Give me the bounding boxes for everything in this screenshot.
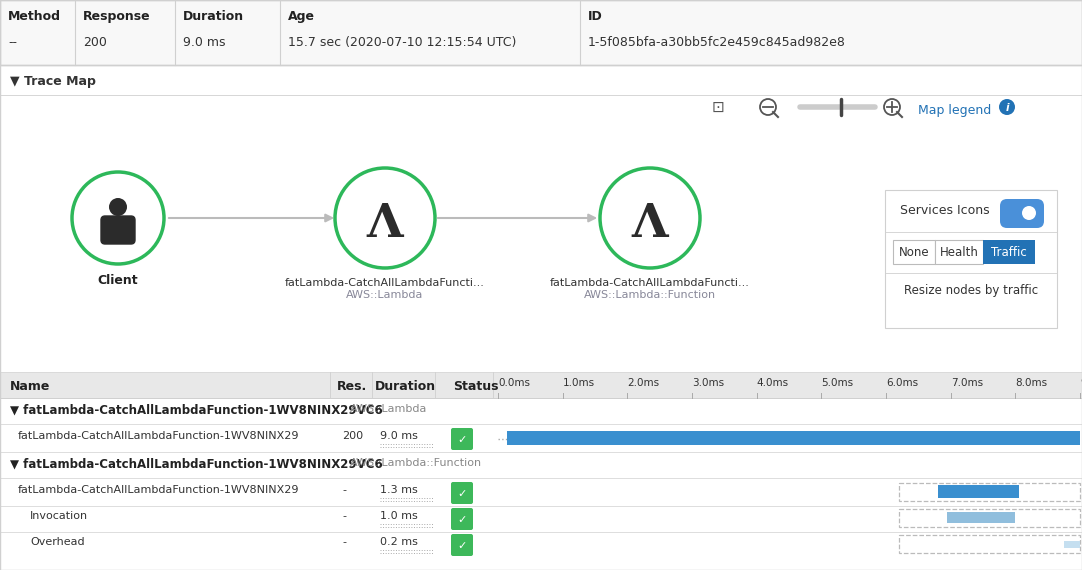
FancyBboxPatch shape bbox=[984, 240, 1035, 264]
Text: ID: ID bbox=[588, 10, 603, 23]
Text: Duration: Duration bbox=[375, 380, 436, 393]
Text: Duration: Duration bbox=[183, 10, 245, 23]
Text: AWS::Lambda::Function: AWS::Lambda::Function bbox=[349, 458, 483, 468]
Text: ▼ fatLambda-CatchAllLambdaFunction-1WV8NINX29VC6: ▼ fatLambda-CatchAllLambdaFunction-1WV8N… bbox=[10, 458, 383, 471]
FancyBboxPatch shape bbox=[0, 0, 1082, 65]
Text: 5.0ms: 5.0ms bbox=[821, 378, 854, 388]
Text: Services Icons: Services Icons bbox=[900, 204, 990, 217]
Text: 0.2 ms: 0.2 ms bbox=[380, 537, 418, 547]
Text: --: -- bbox=[8, 36, 17, 49]
Text: fatLambda-CatchAllLambdaFunction-1WV8NINX29: fatLambda-CatchAllLambdaFunction-1WV8NIN… bbox=[18, 431, 300, 441]
FancyBboxPatch shape bbox=[451, 508, 473, 530]
Text: 3.0ms: 3.0ms bbox=[692, 378, 724, 388]
FancyBboxPatch shape bbox=[507, 431, 1080, 445]
Text: 9.0 ms: 9.0 ms bbox=[183, 36, 225, 49]
Text: fatLambda-CatchAllLambdaFuncti...: fatLambda-CatchAllLambdaFuncti... bbox=[550, 278, 750, 288]
Text: Λ: Λ bbox=[632, 201, 669, 247]
Text: Overhead: Overhead bbox=[30, 537, 84, 547]
Text: 9.0 ms: 9.0 ms bbox=[380, 431, 418, 441]
Text: Λ: Λ bbox=[367, 201, 404, 247]
Ellipse shape bbox=[601, 168, 700, 268]
Text: Response: Response bbox=[83, 10, 150, 23]
Text: ✓: ✓ bbox=[458, 515, 466, 525]
FancyBboxPatch shape bbox=[1000, 199, 1044, 228]
Text: fatLambda-CatchAllLambdaFuncti...: fatLambda-CatchAllLambdaFuncti... bbox=[285, 278, 485, 288]
Circle shape bbox=[999, 99, 1015, 115]
Text: 1.0ms: 1.0ms bbox=[563, 378, 595, 388]
FancyBboxPatch shape bbox=[938, 485, 1018, 498]
Text: -: - bbox=[342, 537, 346, 547]
Text: 2.0ms: 2.0ms bbox=[628, 378, 659, 388]
Text: ⊡: ⊡ bbox=[712, 100, 724, 115]
Text: 200: 200 bbox=[83, 36, 107, 49]
FancyBboxPatch shape bbox=[1064, 541, 1080, 548]
Text: 200: 200 bbox=[342, 431, 364, 441]
FancyBboxPatch shape bbox=[0, 372, 1082, 398]
Text: ✓: ✓ bbox=[458, 541, 466, 551]
Text: 6.0ms: 6.0ms bbox=[886, 378, 919, 388]
Text: 8.0ms: 8.0ms bbox=[1015, 378, 1047, 388]
Text: AWS::Lambda: AWS::Lambda bbox=[346, 290, 424, 300]
FancyBboxPatch shape bbox=[885, 190, 1057, 328]
Circle shape bbox=[1022, 206, 1035, 220]
Text: Client: Client bbox=[97, 274, 138, 287]
Text: -: - bbox=[342, 485, 346, 495]
Text: i: i bbox=[1005, 103, 1008, 113]
Text: ✓: ✓ bbox=[458, 435, 466, 445]
Text: Status: Status bbox=[453, 380, 499, 393]
Text: AWS::Lambda: AWS::Lambda bbox=[349, 404, 427, 414]
FancyBboxPatch shape bbox=[451, 482, 473, 504]
Text: Map legend: Map legend bbox=[918, 104, 991, 117]
FancyBboxPatch shape bbox=[451, 534, 473, 556]
Text: Resize nodes by traffic: Resize nodes by traffic bbox=[903, 284, 1038, 297]
Text: 9.0m: 9.0m bbox=[1080, 378, 1082, 388]
Text: Invocation: Invocation bbox=[30, 511, 88, 521]
Text: ✓: ✓ bbox=[458, 489, 466, 499]
Text: None: None bbox=[899, 246, 929, 259]
Text: Traffic: Traffic bbox=[991, 246, 1027, 259]
Text: -: - bbox=[342, 511, 346, 521]
FancyBboxPatch shape bbox=[451, 428, 473, 450]
Text: 4.0ms: 4.0ms bbox=[756, 378, 789, 388]
Text: ▼ fatLambda-CatchAllLambdaFunction-1WV8NINX29VC6: ▼ fatLambda-CatchAllLambdaFunction-1WV8N… bbox=[10, 404, 383, 417]
Circle shape bbox=[109, 198, 127, 216]
Text: ▼ Trace Map: ▼ Trace Map bbox=[10, 75, 96, 88]
Text: Method: Method bbox=[8, 10, 61, 23]
Text: AWS::Lambda::Function: AWS::Lambda::Function bbox=[584, 290, 716, 300]
FancyBboxPatch shape bbox=[893, 240, 935, 264]
Text: Age: Age bbox=[288, 10, 315, 23]
Text: Health: Health bbox=[939, 246, 978, 259]
Text: Name: Name bbox=[10, 380, 51, 393]
Text: 1-5f085bfa-a30bb5fc2e459c845ad982e8: 1-5f085bfa-a30bb5fc2e459c845ad982e8 bbox=[588, 36, 846, 49]
FancyBboxPatch shape bbox=[101, 216, 135, 244]
Ellipse shape bbox=[72, 172, 164, 264]
FancyBboxPatch shape bbox=[948, 512, 1015, 523]
Ellipse shape bbox=[335, 168, 435, 268]
Text: 1.3 ms: 1.3 ms bbox=[380, 485, 418, 495]
Text: 1.0 ms: 1.0 ms bbox=[380, 511, 418, 521]
Text: Res.: Res. bbox=[337, 380, 367, 393]
Text: 0.0ms: 0.0ms bbox=[498, 378, 530, 388]
Text: fatLambda-CatchAllLambdaFunction-1WV8NINX29: fatLambda-CatchAllLambdaFunction-1WV8NIN… bbox=[18, 485, 300, 495]
Text: 15.7 sec (2020-07-10 12:15:54 UTC): 15.7 sec (2020-07-10 12:15:54 UTC) bbox=[288, 36, 516, 49]
FancyBboxPatch shape bbox=[935, 240, 984, 264]
Text: 7.0ms: 7.0ms bbox=[951, 378, 982, 388]
